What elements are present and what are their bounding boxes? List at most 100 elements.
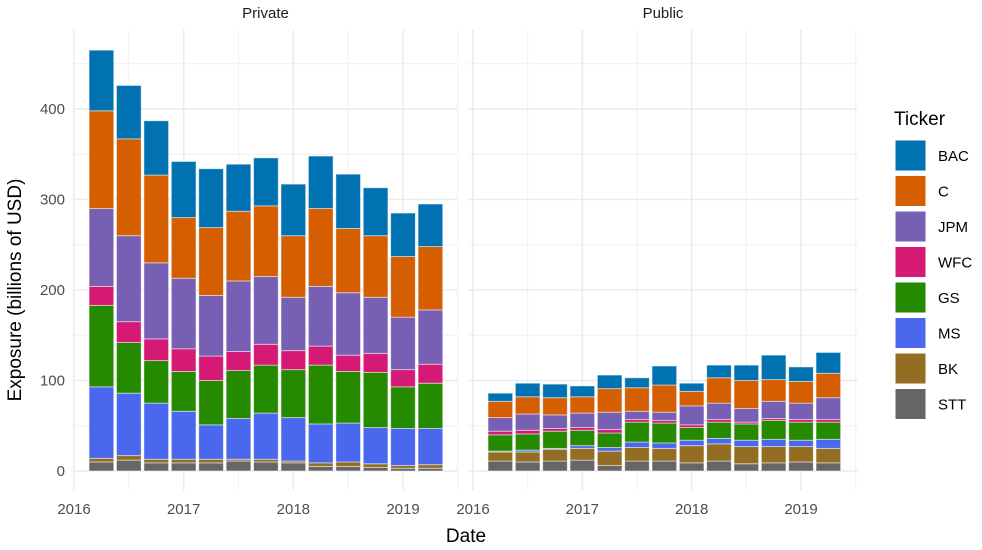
legend-item-bac: BAC bbox=[894, 139, 969, 172]
x-axis-label: Date bbox=[446, 526, 486, 547]
bar-segment-jpm bbox=[542, 414, 568, 429]
bar-segment-bac bbox=[417, 203, 444, 248]
bar-segment-bk bbox=[596, 450, 623, 467]
bar-segment-gs bbox=[198, 380, 224, 426]
bar-segment-c bbox=[514, 396, 541, 415]
bar-segment-c bbox=[253, 205, 279, 277]
bar-segment-bac bbox=[514, 382, 541, 398]
bar-segment-jpm bbox=[170, 277, 197, 350]
bar-segment-ms bbox=[88, 386, 115, 459]
y-axis-label: Exposure (billions of USD) bbox=[5, 179, 26, 402]
bar-segment-bac bbox=[624, 377, 650, 389]
bar-segment-jpm bbox=[815, 397, 842, 420]
bar-segment-stt bbox=[733, 463, 760, 472]
bar-segment-bk bbox=[170, 458, 197, 464]
bar-segment-bac bbox=[390, 212, 416, 257]
bar-segment-gs bbox=[596, 432, 623, 448]
bar-segment-jpm bbox=[760, 400, 787, 419]
bar-segment-bk bbox=[362, 463, 389, 468]
bar-segment-jpm bbox=[198, 294, 224, 357]
bar-segment-bac bbox=[198, 168, 224, 229]
legend-swatch bbox=[894, 388, 927, 420]
legend-swatch bbox=[894, 175, 927, 207]
bar-segment-jpm bbox=[514, 413, 541, 431]
bar-segment-jpm bbox=[362, 296, 389, 354]
bar-segment-jpm bbox=[487, 417, 514, 432]
legend-item-bk: BK bbox=[894, 352, 958, 385]
legend-label: MS bbox=[938, 326, 961, 343]
legend-swatch bbox=[894, 317, 927, 349]
bar-segment-jpm bbox=[678, 405, 705, 426]
bar-segment-stt bbox=[88, 461, 115, 472]
bar-segment-bac bbox=[170, 161, 197, 219]
bar-segment-jpm bbox=[335, 292, 361, 356]
bar-segment-bk bbox=[487, 451, 514, 462]
bar-segment-bac bbox=[706, 364, 732, 379]
bar-segment-gs bbox=[569, 429, 596, 447]
bar-segment-wfc bbox=[390, 369, 416, 388]
bar-segment-wfc bbox=[198, 355, 224, 381]
bar-segment-bac bbox=[596, 374, 623, 390]
bar-segment-ms bbox=[225, 418, 252, 460]
bar-segment-ms bbox=[335, 422, 361, 463]
bar-segment-jpm bbox=[596, 411, 623, 430]
bar-segment-bac bbox=[362, 187, 389, 237]
bar-segment-bk bbox=[542, 448, 568, 462]
bar-segment-c bbox=[678, 390, 705, 407]
bar-segment-jpm bbox=[225, 280, 252, 352]
bar-segment-jpm bbox=[417, 309, 444, 365]
bar-segment-ms bbox=[815, 438, 842, 449]
bar-segment-gs bbox=[815, 421, 842, 440]
bar-segment-wfc bbox=[596, 428, 623, 434]
panels: Private 2016 2017 2018 2019 Public 2016 2017 201… bbox=[40, 5, 858, 518]
bar-segment-c bbox=[569, 396, 596, 414]
bar-segment-jpm bbox=[390, 316, 416, 371]
bar-segment-gs bbox=[116, 342, 142, 394]
bar-segment-c bbox=[417, 246, 444, 311]
x-tick-label: 2016 bbox=[57, 501, 90, 518]
x-tick-label: 2017 bbox=[566, 501, 599, 518]
bar-segment-ms bbox=[198, 424, 224, 460]
bar-segment-wfc bbox=[417, 363, 444, 384]
bar-segment-stt bbox=[706, 460, 732, 472]
legend-item-gs: GS bbox=[894, 281, 960, 314]
bar-segment-bac bbox=[569, 385, 596, 398]
bar-segment-wfc bbox=[116, 321, 142, 343]
y-tick-label: 0 bbox=[57, 463, 65, 480]
bar-segment-bk bbox=[815, 447, 842, 464]
bar-segment-gs bbox=[362, 371, 389, 429]
bar-segment-gs bbox=[678, 427, 705, 441]
bar-segment-bk bbox=[514, 451, 541, 463]
bar-segment-wfc bbox=[487, 430, 514, 436]
bar-segment-bk bbox=[335, 461, 361, 467]
bar-segment-stt bbox=[760, 462, 787, 472]
bar-segment-bk bbox=[624, 447, 650, 462]
bar-segment-gs bbox=[514, 433, 541, 451]
bar-segment-ms bbox=[390, 428, 416, 467]
bar-segment-jpm bbox=[651, 411, 678, 421]
bar-segment-wfc bbox=[170, 348, 197, 372]
bar-segment-bk bbox=[88, 457, 115, 463]
bar-segment-bk bbox=[678, 445, 705, 464]
bar-segment-wfc bbox=[88, 285, 115, 306]
legend-label: STT bbox=[938, 397, 966, 414]
bar-segment-jpm bbox=[143, 262, 170, 340]
bar-segment-bk bbox=[143, 458, 170, 464]
legend-label: GS bbox=[938, 290, 960, 307]
y-tick-label: 100 bbox=[40, 373, 65, 390]
bar-segment-gs bbox=[225, 370, 252, 419]
legend-label: JPM bbox=[938, 219, 968, 236]
bar-segment-c bbox=[307, 208, 334, 287]
legend-item-wfc: WFC bbox=[894, 246, 972, 278]
bar-segment-c bbox=[170, 217, 197, 279]
bar-segment-ms bbox=[417, 428, 444, 466]
bar-segment-bk bbox=[307, 462, 334, 467]
legend-label: WFC bbox=[938, 255, 972, 272]
bar-segment-gs bbox=[280, 369, 307, 419]
bar-segment-bac bbox=[733, 364, 760, 381]
bar-segment-gs bbox=[390, 386, 416, 429]
bar-segment-stt bbox=[170, 462, 197, 472]
bar-segment-bac bbox=[651, 365, 678, 386]
bar-segment-ms bbox=[362, 427, 389, 465]
